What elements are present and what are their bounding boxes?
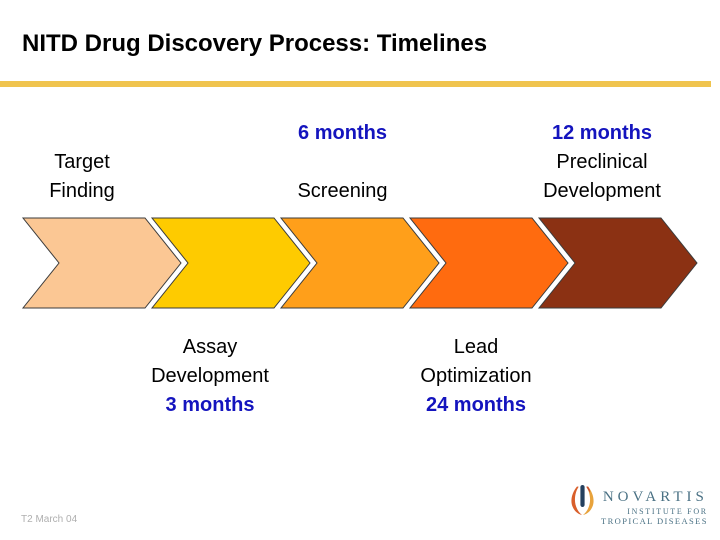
stage-name-line: Screening xyxy=(297,180,388,202)
stage-duration-preclinical: 12 months xyxy=(551,122,653,144)
stage-name-line: Assay xyxy=(182,336,238,358)
stage-name-line: Finding xyxy=(49,180,115,202)
stage-label-assay-development: Assay Development 3 months xyxy=(135,333,285,420)
slide-title: NITD Drug Discovery Process: Timelines xyxy=(22,30,488,57)
stage-label-lead-optimization: Lead Optimization 24 months xyxy=(400,333,552,420)
stage-duration-assay: 3 months xyxy=(165,394,255,416)
title-divider-rule xyxy=(0,81,711,87)
stage-name-line: Target xyxy=(54,151,110,173)
chevron-stage-5 xyxy=(537,217,698,309)
process-chevron-band xyxy=(21,217,698,309)
footer-note: T2 March 04 xyxy=(21,514,78,525)
flame-icon xyxy=(569,483,596,524)
logo-subtitle-line1: INSTITUTE FOR xyxy=(627,507,708,516)
stage-name-line: Lead xyxy=(453,336,499,358)
stage-name-line: Development xyxy=(543,180,661,202)
stage-duration-screening: 6 months xyxy=(298,122,387,144)
stage-name-line: Preclinical xyxy=(556,151,648,173)
chevron-stage-2 xyxy=(150,217,311,309)
stage-name-line: Optimization xyxy=(420,365,532,387)
logo-subtitle-line2: TROPICAL DISEASES xyxy=(601,516,708,526)
stage-duration-lead: 24 months xyxy=(425,394,527,416)
stage-name-line: Development xyxy=(151,365,269,387)
stage-label-preclinical-development: Preclinical Development xyxy=(520,148,684,206)
stage-label-screening: Screening xyxy=(275,177,410,206)
chevron-stage-4 xyxy=(408,217,569,309)
logo-text: NOVARTIS INSTITUTE FOR TROPICAL DISEASES xyxy=(601,483,708,527)
chevron-stage-3 xyxy=(279,217,440,309)
stage-label-target-finding: Target Finding xyxy=(26,148,138,206)
chevron-stage-1 xyxy=(21,217,182,309)
novartis-nitd-logo: NOVARTIS INSTITUTE FOR TROPICAL DISEASES xyxy=(569,483,717,526)
logo-brand-name: NOVARTIS xyxy=(602,489,708,505)
